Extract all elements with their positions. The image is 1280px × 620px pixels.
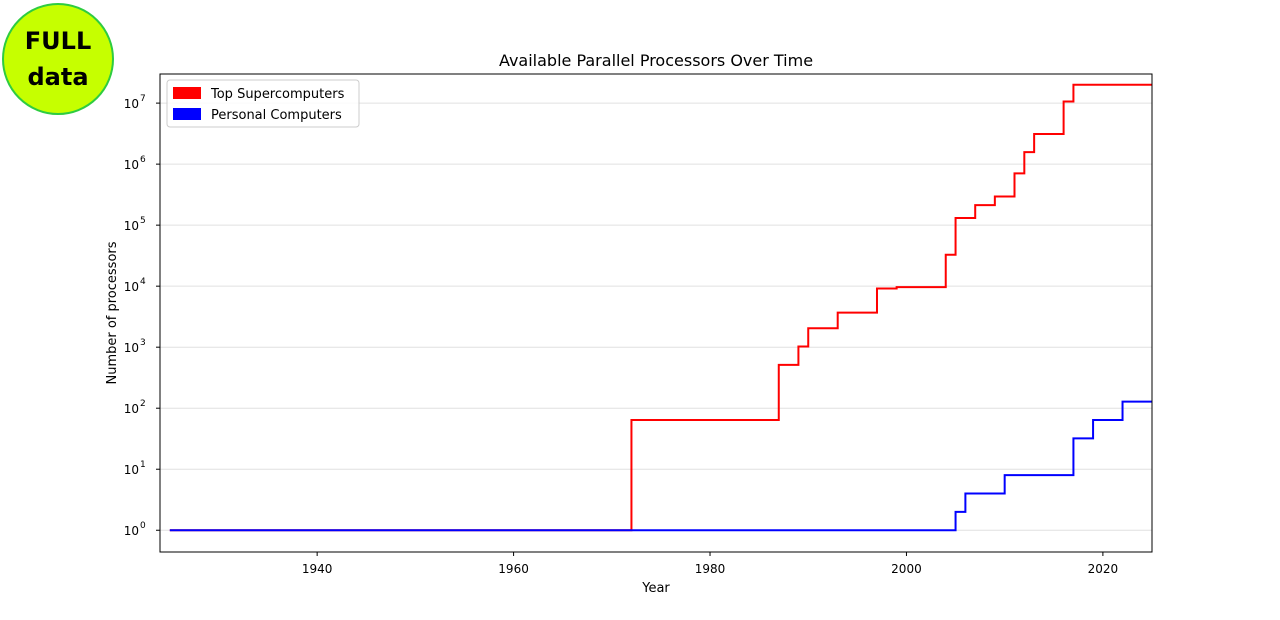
legend-label-top-supercomputers: Top Supercomputers <box>210 87 345 102</box>
series-line-personal-computers <box>169 400 1152 532</box>
badge-line-1: FULL <box>24 27 92 55</box>
chart-title: Available Parallel Processors Over Time <box>499 51 813 70</box>
y-tick-label: 10 <box>124 463 139 477</box>
y-tick-exponent: 7 <box>140 94 146 104</box>
y-tick-exponent: 1 <box>140 460 146 470</box>
x-axis-ticks: 1940 1960 1980 2000 2020 <box>302 552 1118 576</box>
grid <box>160 102 1152 531</box>
legend-swatch-top-supercomputers <box>173 87 201 99</box>
x-tick-label: 1980 <box>695 562 726 576</box>
series-line-top-supercomputers <box>169 83 1152 532</box>
legend-swatch-personal-computers <box>173 108 201 120</box>
legend: Top Supercomputers Personal Computers <box>166 79 360 128</box>
full-data-badge: FULL data <box>2 3 114 115</box>
y-tick-label: 10 <box>124 97 139 111</box>
y-tick-exponent: 2 <box>140 399 146 409</box>
y-tick-label: 10 <box>124 402 139 416</box>
badge-line-2: data <box>27 63 89 91</box>
x-tick-label: 2000 <box>891 562 922 576</box>
y-tick-exponent: 3 <box>140 338 146 348</box>
y-tick-exponent: 4 <box>140 277 146 287</box>
plot-frame <box>159 73 1153 553</box>
y-tick-label: 10 <box>124 280 139 294</box>
y-axis-label: Number of processors <box>105 241 120 384</box>
x-axis-label: Year <box>641 581 670 596</box>
x-tick-label: 1960 <box>498 562 529 576</box>
legend-label-personal-computers: Personal Computers <box>211 108 342 123</box>
series-lines <box>169 83 1152 532</box>
y-tick-label: 10 <box>124 341 139 355</box>
y-tick-exponent: 5 <box>140 216 146 226</box>
y-tick-exponent: 0 <box>140 521 146 531</box>
y-tick-exponent: 6 <box>140 155 146 165</box>
y-tick-label: 10 <box>124 158 139 172</box>
y-tick-label: 10 <box>124 219 139 233</box>
x-tick-label: 2020 <box>1088 562 1119 576</box>
y-tick-label: 10 <box>124 524 139 538</box>
legend-box <box>166 79 360 128</box>
x-tick-label: 1940 <box>302 562 333 576</box>
